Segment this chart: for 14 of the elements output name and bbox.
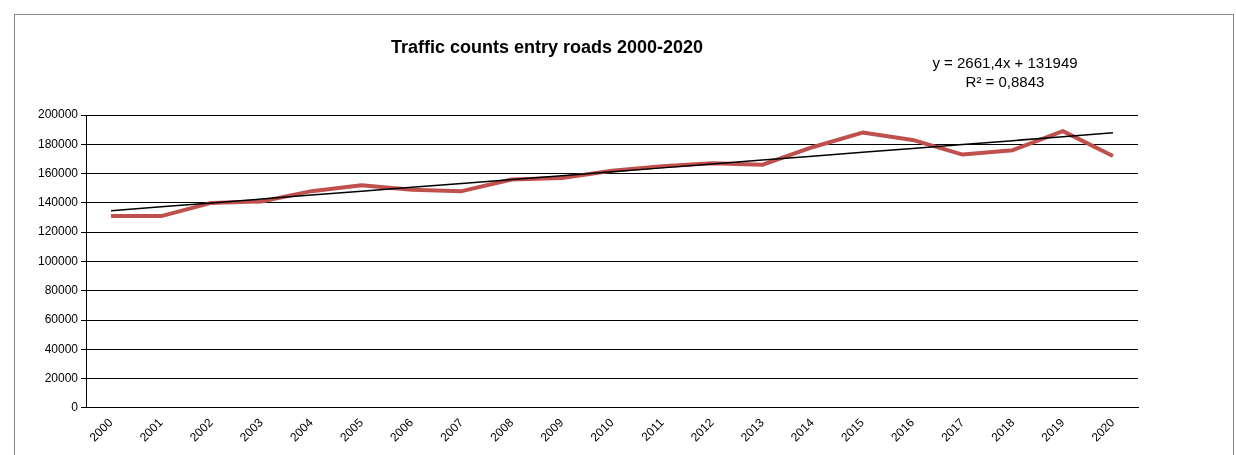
y-tick-label: 0 [71, 400, 79, 415]
y-tick-label: 100000 [38, 253, 79, 268]
y-tick-label: 160000 [38, 165, 79, 180]
y-tick-label: 20000 [44, 370, 79, 385]
chart-title: Traffic counts entry roads 2000-2020 [390, 37, 704, 57]
y-tick-label: 140000 [38, 195, 79, 210]
y-tick-label: 120000 [38, 224, 79, 239]
y-tick-label: 80000 [44, 283, 79, 298]
y-tick-label: 60000 [44, 312, 79, 327]
y-tick-label: 200000 [38, 107, 79, 122]
text: y = 2661,4x + 131949 [931, 53, 1079, 72]
text: R² = 0,8843 [964, 72, 1046, 91]
y-tick-label: 40000 [44, 341, 79, 356]
y-tick-label: 180000 [38, 136, 79, 151]
